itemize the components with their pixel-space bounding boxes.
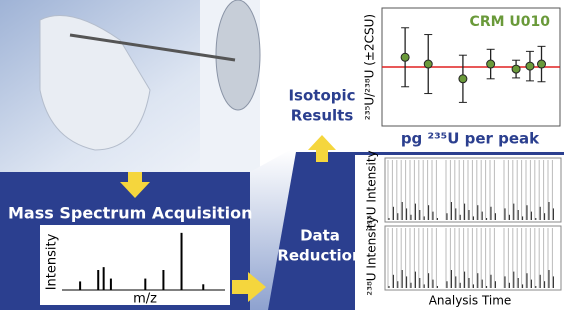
- axis-label: ²³⁵U/²³⁸U (±2CSU): [363, 14, 377, 120]
- plot-label: CRM U010: [470, 14, 551, 30]
- section-title: Mass Spectrum Acquisition: [8, 204, 253, 223]
- axis-label: m/z: [133, 292, 157, 307]
- instrument-cone: [216, 0, 260, 110]
- data-point: [487, 60, 495, 68]
- axis-label: Intensity: [45, 233, 60, 290]
- data-point: [512, 65, 520, 73]
- axis-label: ²³⁸U Intensity: [365, 216, 379, 295]
- graphical-abstract: Mass Spectrum Acquisition Intensity m/z …: [0, 0, 564, 310]
- step-label: Reduction: [277, 247, 362, 265]
- data-point: [424, 60, 432, 68]
- step-label: Isotopic: [288, 87, 355, 105]
- step-label: Results: [291, 107, 354, 125]
- data-point: [538, 60, 546, 68]
- axis-label: pg ²³⁵U per peak: [401, 130, 540, 148]
- data-point: [526, 62, 534, 70]
- axis-label: Analysis Time: [429, 294, 512, 308]
- data-point: [459, 75, 467, 83]
- data-point: [401, 53, 409, 61]
- step-label: Data: [300, 227, 340, 245]
